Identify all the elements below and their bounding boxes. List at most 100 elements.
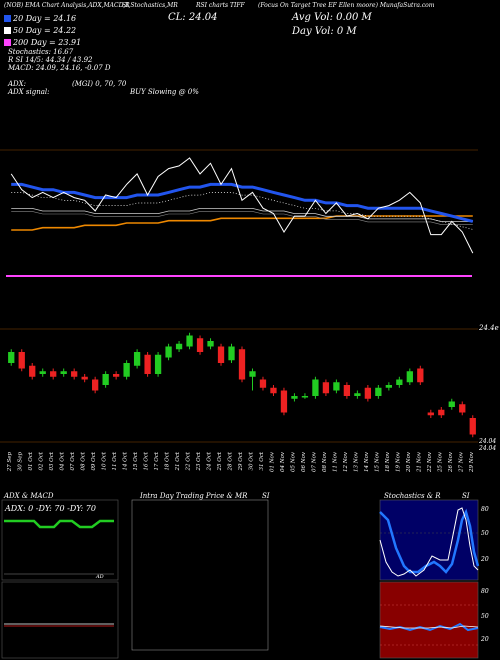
ema50-line: [11, 207, 473, 223]
x-axis-label: 10 Oct: [102, 451, 108, 470]
adx-panel-title: ADX & MACD: [4, 492, 54, 500]
adx-signal-text: ADX signal:: [8, 88, 50, 96]
rsi-avg-line: [379, 625, 479, 629]
x-axis-label: 14 Oct: [123, 451, 129, 470]
rsi-scale-80: 80: [481, 588, 489, 595]
stoch-scale-50: 50: [481, 530, 489, 537]
candle-body: [238, 349, 246, 380]
price-label-bottom-2: 24.04: [479, 445, 497, 452]
stoch-k-line: [379, 508, 480, 574]
stoch-d-line: [379, 507, 479, 577]
candle-body: [102, 374, 109, 385]
ema20-line: [11, 182, 474, 223]
ema200-swatch: [4, 39, 11, 46]
candle-body: [406, 371, 413, 383]
header-line1-right: (Focus On Target Tree EF Ellen moore) Mu…: [258, 2, 435, 9]
x-axis-label: 09 Oct: [91, 451, 97, 470]
adx-values-text: ADX: 0 -DY: 70 -DY: 70: [4, 504, 96, 513]
mrsi-text: (MGI) 0, 70, 70: [72, 80, 127, 88]
macd-text: MACD: 24.09, 24.16, -0.07 D: [8, 64, 111, 72]
candle-body: [217, 346, 225, 363]
x-axis-label: 20 Nov: [406, 451, 412, 473]
x-axis-label: 07 Nov: [311, 451, 317, 472]
x-axis-label: 08 Nov: [322, 451, 328, 472]
stoch-panel-title-2: SI: [462, 492, 470, 500]
candle-body: [385, 385, 392, 388]
candle-body: [343, 385, 351, 396]
candle-body: [249, 371, 256, 377]
x-axis-label: 18 Nov: [385, 451, 391, 472]
x-axis-label: 15 Nov: [374, 451, 380, 472]
x-axis-label: 11 Oct: [112, 451, 118, 470]
rsi-panel-frame: [379, 581, 479, 659]
header-line1-tail: RSI charts TIFF: [196, 2, 245, 9]
x-axis-label: 03 Oct: [49, 451, 55, 470]
candles: [8, 332, 476, 438]
stoch-scale-20: 20: [480, 556, 489, 563]
candle-body: [280, 390, 288, 413]
candle-body: [322, 382, 330, 394]
candle-body: [8, 352, 15, 363]
candle-body: [60, 371, 67, 374]
adx-panel-frame: [1, 499, 119, 581]
candle-body: [133, 352, 141, 366]
x-axis-label: 28 Oct: [228, 451, 234, 471]
x-axis-label: 30 Oct: [248, 451, 254, 470]
ema50-text: 50 Day = 24.22: [13, 26, 77, 35]
candle-body: [312, 379, 319, 396]
rsi-scale-20: 20: [480, 636, 489, 643]
candle-body: [207, 341, 214, 347]
x-axis-label: 04 Oct: [60, 451, 66, 470]
ema200-text: 200 Day = 23.91: [13, 38, 82, 47]
x-axis-label: 22 Oct: [186, 451, 192, 471]
x-axis-label: 25 Nov: [437, 451, 443, 473]
x-axis-label: 22 Nov: [427, 451, 433, 473]
candle-body: [154, 354, 162, 374]
x-axis-label: 26 Nov: [448, 451, 454, 473]
price-label-top: 24.4e: [479, 324, 499, 332]
intraday-panel-title-2: SI: [262, 492, 270, 500]
intraday-panel-frame: [131, 499, 269, 651]
candle-body: [50, 371, 57, 377]
stoch-panel-frame: [379, 499, 479, 581]
day-vol-label: Day Vol: 0 M: [292, 26, 357, 37]
x-axis-label: 11 Nov: [332, 451, 338, 472]
x-axis-label: 01 Nov: [269, 451, 275, 472]
header-line1-left: (NOB) EMA Chart Analysis,ADX,MACD,R: [4, 2, 130, 9]
adx-text: ADX:: [8, 80, 27, 88]
candle-body: [354, 393, 361, 396]
buy-signal-text: BUY Slowing @ 0%: [130, 88, 199, 96]
candle-body: [396, 379, 403, 385]
x-axis-label: 05 Nov: [290, 451, 296, 472]
x-axis-label: 29 Oct: [238, 451, 244, 471]
x-axis-label: 27 Sep: [7, 452, 13, 473]
candle-body: [469, 418, 476, 435]
x-axis-label: 15 Oct: [133, 451, 139, 470]
x-axis-label: 08 Oct: [81, 451, 87, 470]
x-axis-label: 14 Nov: [364, 451, 370, 472]
ema20-swatch: [4, 15, 11, 22]
x-axis-label: 04 Nov: [280, 451, 286, 472]
x-axis-label: 02 Oct: [39, 451, 45, 470]
stochastics-text: Stochastics: 16.67: [8, 48, 74, 56]
ema20-text: 20 Day = 24.16: [13, 14, 77, 23]
price-label-bottom-1: 24.04: [479, 438, 497, 445]
candle-body: [92, 379, 99, 391]
x-axis-label: 30 Sep: [18, 452, 24, 472]
ema50-swatch: [4, 27, 11, 34]
adx-zero-label: AD: [95, 574, 104, 580]
x-axis-label: 21 Nov: [416, 451, 422, 473]
header-line1-mid: SI,Stochastics,MR: [122, 2, 178, 9]
candle-body: [112, 374, 120, 377]
candle-body: [375, 387, 382, 396]
adx-line: [4, 519, 114, 529]
candle-body: [144, 354, 151, 374]
ema-lines: [10, 157, 474, 254]
x-axis-label: 27 Nov: [458, 451, 464, 473]
x-axis-labels: 27 Sep 30 Sep 01 Oct 02 Oct 03 Oct 04 Oct 07 O…: [7, 451, 475, 473]
candle-body: [29, 365, 36, 377]
candle-body: [291, 396, 298, 399]
candle-body: [459, 404, 466, 413]
